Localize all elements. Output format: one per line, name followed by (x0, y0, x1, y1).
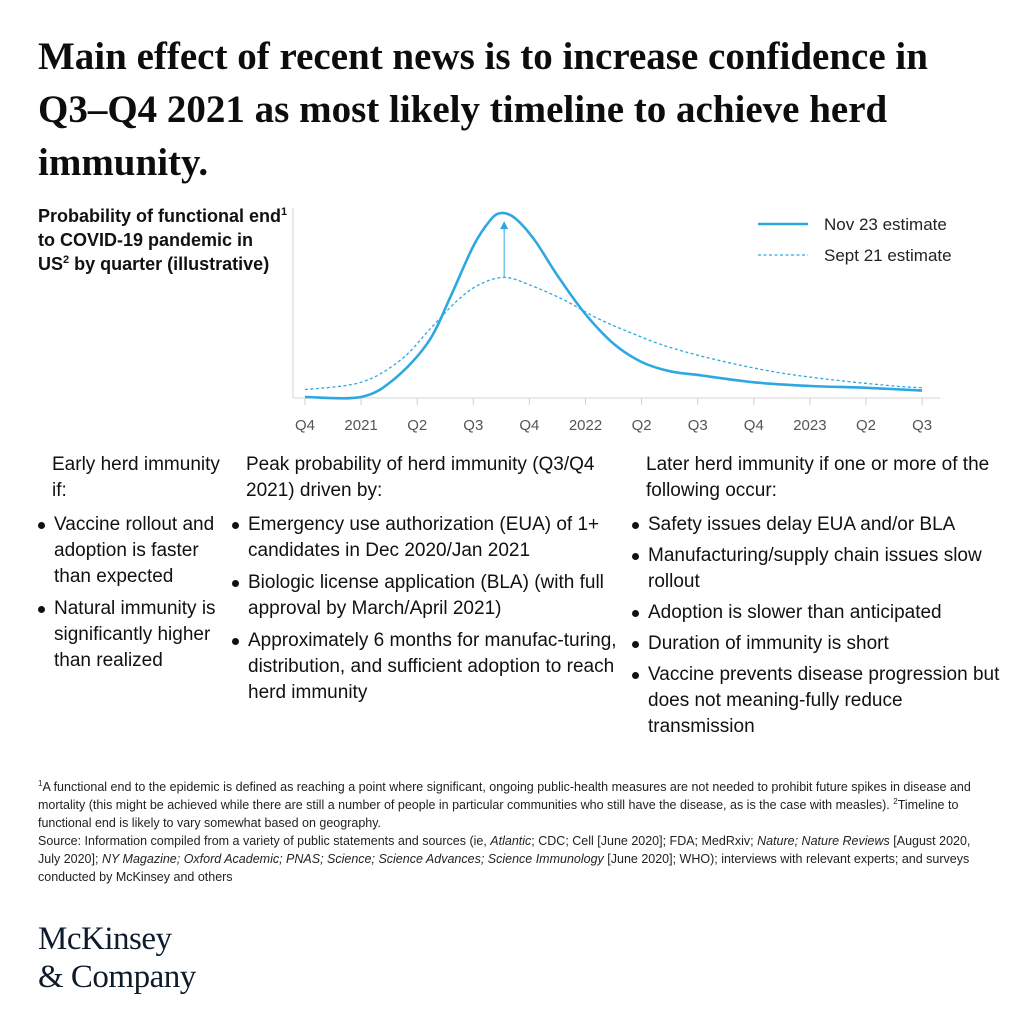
list-item: Natural immunity is significantly higher… (36, 596, 226, 674)
peak-probability-column: Peak probability of herd immunity (Q3/Q4… (230, 452, 620, 712)
list-item: Emergency use authorization (EUA) of 1+ … (230, 512, 620, 564)
footnote-marker-1: 1 (281, 206, 288, 218)
mckinsey-logo: McKinsey & Company (38, 920, 196, 996)
legend-label-nov-23: Nov 23 estimate (824, 215, 947, 234)
source-italic: Nature; Nature Reviews (757, 834, 890, 848)
early-immunity-list: Vaccine rollout and adoption is faster t… (36, 512, 226, 674)
source-text: ; CDC; Cell [June 2020]; FDA; MedRxiv; (531, 834, 758, 848)
later-immunity-column: Later herd immunity if one or more of th… (630, 452, 1010, 745)
footnote-marker-2: 2 (63, 254, 70, 266)
source-text: Source: Information compiled from a vari… (38, 834, 491, 848)
logo-line-2: & Company (38, 959, 196, 995)
legend-label-sept-21: Sept 21 estimate (824, 246, 952, 265)
list-item: Biologic license application (BLA) (with… (230, 570, 620, 622)
x-tick-label: 2021 (344, 417, 377, 434)
x-tick-label: Q2 (407, 417, 427, 434)
peak-probability-list: Emergency use authorization (EUA) of 1+ … (230, 512, 620, 706)
later-immunity-heading: Later herd immunity if one or more of th… (646, 454, 990, 501)
source-italic: NY Magazine; Oxford Academic; PNAS; Scie… (101, 852, 604, 866)
series-sept-21-line (304, 276, 923, 391)
x-tick-label: 2022 (569, 417, 602, 434)
x-tick-label: Q2 (856, 417, 876, 434)
source-text: [August 2020, July 2020]; (38, 834, 971, 866)
source-italic: Atlantic (490, 834, 532, 848)
source-note: Source: Information compiled from a vari… (38, 832, 993, 886)
x-axis-ticks: Q4 2021 Q2 Q3 Q4 2022 Q2 Q3 Q4 2023 Q2 Q3 (295, 398, 932, 434)
logo-line-1: McKinsey (38, 921, 172, 957)
list-item: Duration of immunity is short (630, 631, 1010, 657)
list-item: Safety issues delay EUA and/or BLA (630, 512, 1010, 538)
chart-label-text-3: by quarter (illustrative) (69, 254, 270, 274)
page-title: Main effect of recent news is to increas… (38, 35, 928, 184)
x-tick-label: Q4 (519, 417, 539, 434)
footnote-marker-2: 2 (893, 796, 898, 806)
x-tick-label: Q4 (744, 417, 764, 434)
probability-chart: Q4 2021 Q2 Q3 Q4 2022 Q2 Q3 Q4 2023 Q2 Q3 Nov 23 es… (292, 208, 952, 434)
later-immunity-list: Safety issues delay EUA and/or BLA Manuf… (630, 512, 1010, 740)
legend: Nov 23 estimate Sept 21 estimate (758, 215, 952, 265)
x-tick-label: Q3 (463, 417, 483, 434)
list-item: Vaccine rollout and adoption is faster t… (36, 512, 226, 590)
list-item: Approximately 6 months for manufac-turin… (230, 628, 620, 706)
footnotes: 1A functional end to the epidemic is def… (38, 778, 993, 886)
list-item: Adoption is slower than anticipated (630, 600, 1010, 626)
x-tick-label: Q3 (688, 417, 708, 434)
footnote-marker-1: 1 (38, 778, 43, 788)
list-item: Vaccine prevents disease progression but… (630, 662, 1010, 740)
list-item: Manufacturing/supply chain issues slow r… (630, 543, 1010, 595)
footnote-definitions: 1A functional end to the epidemic is def… (38, 778, 993, 832)
early-immunity-column: Early herd immunity if: Vaccine rollout … (36, 452, 226, 680)
x-tick-label: Q3 (912, 417, 932, 434)
x-tick-label: Q4 (295, 417, 315, 434)
footnote-1-text: A functional end to the epidemic is defi… (38, 780, 971, 812)
x-tick-label: Q2 (632, 417, 652, 434)
shift-arrow-head (500, 221, 509, 230)
chart-label: Probability of functional end1 to COVID-… (38, 204, 288, 276)
peak-probability-heading: Peak probability of herd immunity (Q3/Q4… (246, 454, 595, 501)
source-text: [June 2020]; WHO); interviews with relev… (38, 852, 970, 884)
early-immunity-heading: Early herd immunity if: (52, 454, 220, 501)
chart-label-text-1: Probability of functional end (38, 206, 281, 226)
chart-label-text-2: to COVID-19 pandemic in US (38, 230, 254, 274)
series-nov-23-line (304, 211, 923, 400)
footnote-2-text: Timeline to functional end is likely to … (38, 798, 959, 830)
x-tick-label: 2023 (793, 417, 826, 434)
